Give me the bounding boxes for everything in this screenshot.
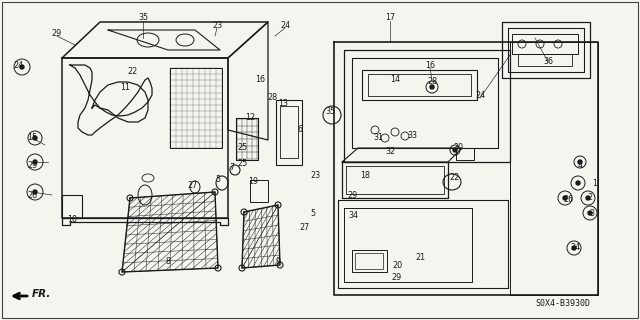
Text: 33: 33: [407, 131, 417, 140]
Text: 30: 30: [453, 143, 463, 153]
Circle shape: [20, 65, 24, 69]
Bar: [170, 68, 222, 148]
Circle shape: [430, 85, 434, 89]
Circle shape: [588, 211, 592, 215]
Text: 22: 22: [450, 173, 460, 182]
Text: 14: 14: [390, 76, 400, 84]
Text: 13: 13: [278, 99, 288, 108]
Text: 5: 5: [310, 209, 316, 218]
Text: FR.: FR.: [32, 289, 51, 299]
Text: 8: 8: [166, 258, 170, 267]
Text: 28: 28: [267, 93, 277, 102]
Text: 24: 24: [475, 91, 485, 100]
Text: 1: 1: [593, 179, 598, 188]
Text: 12: 12: [245, 114, 255, 123]
Text: 7: 7: [229, 164, 235, 172]
Text: 29: 29: [52, 28, 62, 37]
Text: 28: 28: [427, 77, 437, 86]
Text: 19: 19: [248, 178, 258, 187]
Circle shape: [563, 196, 567, 200]
Text: 9: 9: [275, 258, 280, 267]
Text: 17: 17: [385, 13, 395, 22]
Bar: [355, 253, 383, 269]
Text: 4: 4: [577, 161, 582, 170]
Bar: [512, 34, 578, 54]
Text: 15: 15: [27, 133, 37, 142]
Text: 20: 20: [392, 260, 402, 269]
Text: 16: 16: [255, 76, 265, 84]
Circle shape: [33, 160, 37, 164]
Circle shape: [453, 148, 457, 152]
Bar: [280, 106, 298, 158]
Bar: [518, 54, 572, 66]
Text: 36: 36: [543, 58, 553, 67]
Text: 35: 35: [138, 13, 148, 22]
Text: 5: 5: [216, 175, 221, 185]
Text: 26: 26: [563, 196, 573, 204]
Text: 3: 3: [589, 209, 595, 218]
Text: 31: 31: [373, 133, 383, 142]
Text: 22: 22: [128, 68, 138, 76]
Bar: [456, 148, 474, 160]
Bar: [62, 195, 82, 218]
Text: 11: 11: [120, 84, 130, 92]
Text: 24: 24: [13, 60, 23, 69]
Text: S0X4-B3930D: S0X4-B3930D: [535, 299, 590, 308]
Text: 35: 35: [325, 108, 335, 116]
Circle shape: [578, 160, 582, 164]
Text: 29: 29: [27, 161, 37, 170]
Circle shape: [33, 190, 37, 194]
Text: 21: 21: [415, 253, 425, 262]
Text: 27: 27: [300, 223, 310, 233]
Bar: [250, 180, 268, 202]
Text: 6: 6: [298, 125, 303, 134]
Text: 29: 29: [347, 190, 357, 199]
Text: 25: 25: [237, 158, 247, 167]
Bar: [368, 74, 471, 96]
Text: 23: 23: [310, 171, 320, 180]
Bar: [236, 118, 258, 160]
Text: 27: 27: [187, 180, 197, 189]
Circle shape: [572, 246, 576, 250]
Text: 2: 2: [588, 194, 593, 203]
Text: 10: 10: [67, 215, 77, 225]
Text: 24: 24: [280, 20, 290, 29]
Circle shape: [586, 196, 590, 200]
Bar: [276, 100, 302, 165]
Text: 29: 29: [392, 274, 402, 283]
Text: 34: 34: [348, 211, 358, 220]
Bar: [362, 70, 477, 100]
Text: 18: 18: [360, 171, 370, 180]
Text: 23: 23: [212, 20, 222, 29]
Circle shape: [33, 136, 37, 140]
Text: 24: 24: [570, 244, 580, 252]
Text: 25: 25: [237, 143, 247, 153]
Text: 32: 32: [385, 148, 395, 156]
Text: 26: 26: [27, 190, 37, 199]
Text: 16: 16: [425, 60, 435, 69]
Circle shape: [576, 181, 580, 185]
Bar: [352, 250, 387, 272]
